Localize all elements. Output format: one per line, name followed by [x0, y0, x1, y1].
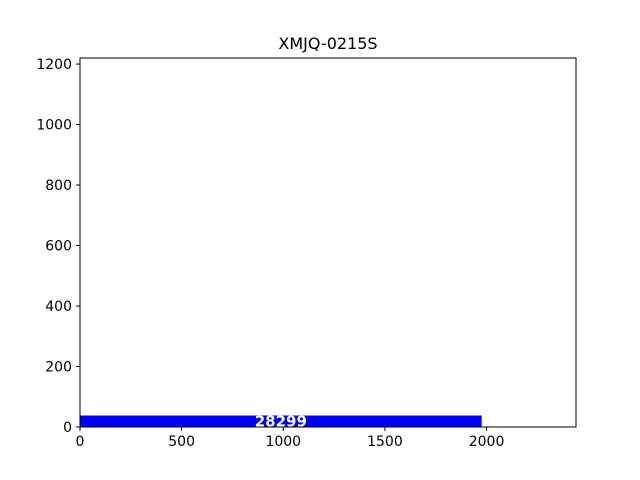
x-tick-label-2: 1000: [265, 434, 301, 450]
y-tick-label-6: 1200: [36, 57, 72, 73]
y-tick-label-4: 800: [45, 178, 72, 194]
bars-layer: 28299: [80, 412, 482, 430]
y-tick-label-0: 0: [63, 420, 72, 436]
x-tick-label-4: 2000: [469, 434, 505, 450]
bar-label-0: 28299: [255, 412, 307, 430]
bar-0: [80, 415, 482, 427]
ticks-layer: 0 500 1000 1500 2000 0 200 400 600 800 1000 1200: [36, 57, 504, 450]
y-tick-label-2: 400: [45, 299, 72, 315]
y-tick-label-3: 600: [45, 239, 72, 255]
plot-frame: [79, 57, 577, 428]
y-tick-label-1: 200: [45, 360, 72, 376]
x-tick-label-1: 500: [168, 434, 195, 450]
y-tick-label-5: 1000: [36, 118, 72, 134]
x-tick-label-3: 1500: [367, 434, 403, 450]
chart-title: XMJQ-0215S: [278, 34, 377, 53]
x-tick-label-0: 0: [76, 434, 85, 450]
